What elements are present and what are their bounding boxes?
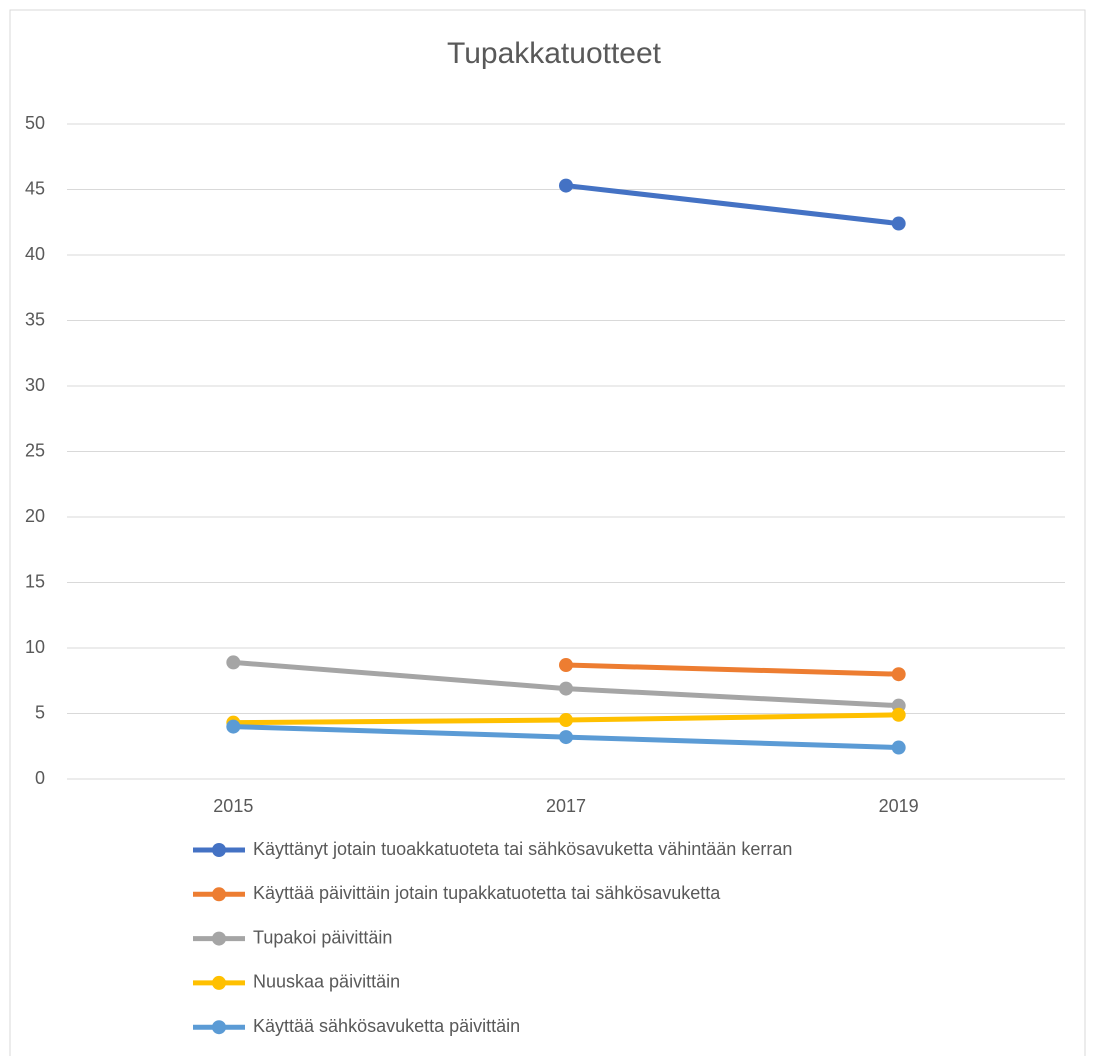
legend-label: Nuuskaa päivittäin — [253, 972, 400, 992]
y-tick-label: 10 — [25, 637, 45, 657]
x-tick-label: 2015 — [213, 796, 253, 816]
y-tick-label: 15 — [25, 571, 45, 591]
data-point — [891, 667, 906, 682]
data-point — [891, 216, 906, 231]
data-point — [559, 178, 573, 193]
chart-title: Tupakkatuotteet — [447, 37, 662, 70]
legend-label: Tupakoi päivittäin — [253, 927, 392, 947]
y-tick-label: 30 — [25, 375, 45, 395]
data-point — [559, 658, 573, 673]
data-point — [891, 707, 906, 722]
legend-marker — [212, 1020, 226, 1035]
legend-marker — [212, 931, 226, 946]
y-tick-label: 20 — [25, 506, 45, 526]
y-tick-label: 35 — [25, 309, 45, 329]
legend-label: Käyttää sähkösavuketta päivittäin — [253, 1016, 520, 1036]
x-tick-label: 2019 — [879, 796, 919, 816]
data-point — [226, 655, 241, 670]
y-tick-label: 5 — [35, 702, 45, 722]
y-tick-label: 25 — [25, 440, 45, 460]
data-point — [226, 719, 241, 734]
data-point — [891, 740, 906, 755]
legend-marker — [212, 843, 226, 857]
legend-marker — [212, 975, 226, 990]
series-line — [565, 183, 899, 227]
x-tick-label: 2017 — [546, 796, 586, 816]
y-tick-label: 50 — [25, 113, 45, 133]
legend-label: Käyttää päivittäin jotain tupakkatuotett… — [253, 883, 721, 903]
legend-label: Käyttänyt jotain tuoakkatuoteta tai sähk… — [253, 839, 792, 859]
chart-border — [9, 9, 1086, 1056]
legend-marker — [212, 887, 226, 902]
y-tick-label: 40 — [25, 244, 45, 264]
series-line — [565, 662, 899, 677]
y-tick-label: 0 — [35, 768, 45, 788]
data-point — [559, 730, 573, 745]
data-point — [559, 681, 573, 696]
data-point — [559, 713, 573, 728]
y-tick-label: 45 — [25, 178, 45, 198]
